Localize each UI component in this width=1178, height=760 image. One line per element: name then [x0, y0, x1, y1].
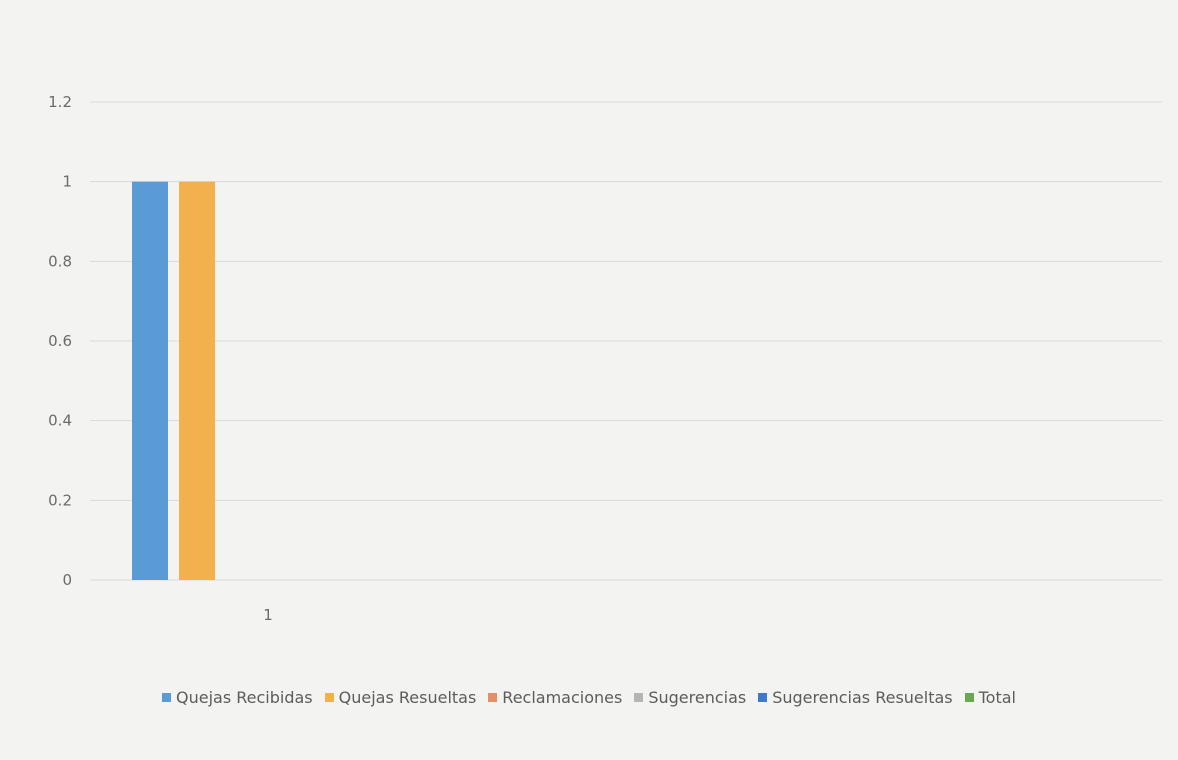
legend-swatch [758, 693, 768, 702]
y-tick-label: 0.4 [48, 412, 72, 430]
legend-label: Quejas Resueltas [338, 688, 477, 707]
bars [132, 181, 215, 580]
legend-swatch [324, 693, 334, 702]
x-axis-ticks: 1 [263, 606, 273, 624]
y-tick-label: 0.6 [48, 332, 72, 350]
legend-swatch [488, 693, 498, 702]
legend-label: Sugerencias [648, 688, 747, 707]
legend-item: Total [964, 688, 1016, 707]
y-tick-label: 1.2 [48, 93, 72, 111]
legend-swatch [964, 693, 974, 702]
bar-series-1 [179, 181, 215, 580]
x-tick-label: 1 [263, 606, 273, 624]
y-tick-label: 0.2 [48, 491, 72, 509]
legend-swatch [161, 693, 171, 702]
legend-item: Quejas Recibidas [161, 688, 313, 707]
legend-label: Reclamaciones [502, 688, 623, 707]
legend-item: Sugerencias Resueltas [758, 688, 953, 707]
legend-item: Sugerencias [634, 688, 746, 707]
bar-series-0 [132, 181, 168, 580]
grid-lines [90, 101, 1162, 581]
y-tick-label: 1 [62, 173, 72, 191]
y-tick-label: 0.8 [48, 252, 72, 270]
y-tick-label: 0 [62, 571, 72, 589]
legend-item: Quejas Resueltas [324, 688, 477, 707]
legend-item: Reclamaciones [488, 688, 622, 707]
legend: Quejas Recibidas Quejas Resueltas Reclamac… [0, 688, 1178, 707]
y-axis-ticks: 0 0.2 0.4 0.6 0.8 1 1.2 [48, 93, 72, 589]
legend-label: Total [978, 688, 1016, 707]
legend-label: Quejas Recibidas [175, 688, 313, 707]
legend-label: Sugerencias Resueltas [772, 688, 953, 707]
legend-swatch [634, 693, 644, 702]
